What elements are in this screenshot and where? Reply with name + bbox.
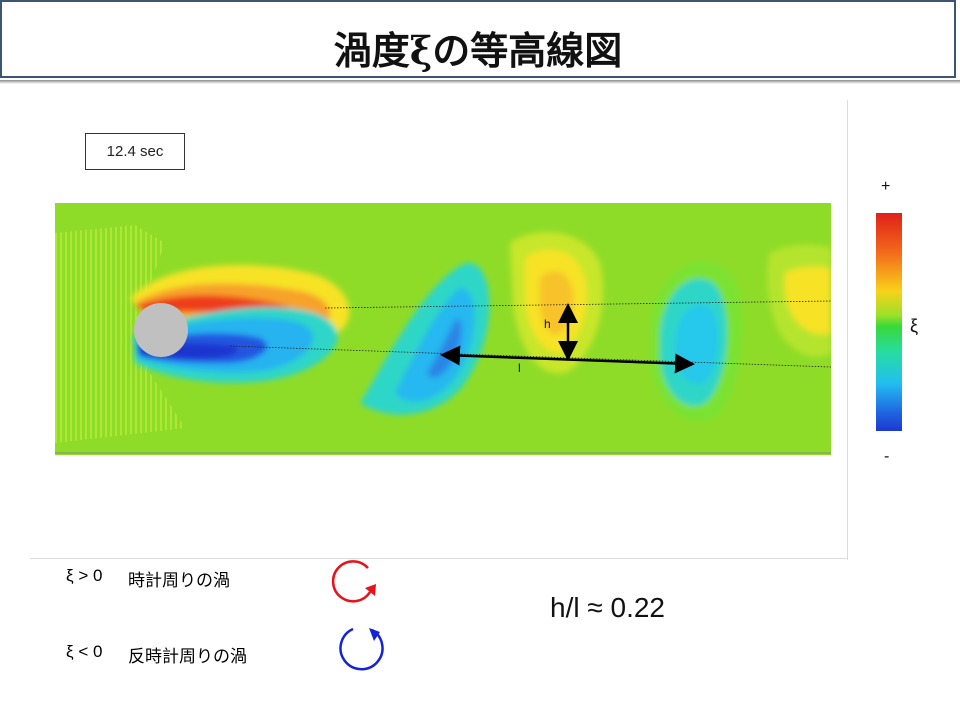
title-banner: 渦度ξの等高線図 xyxy=(0,0,956,78)
cylinder-obstacle xyxy=(134,303,188,357)
slide-frame-right xyxy=(847,100,848,560)
legend-positive-desc: 時計周りの渦 xyxy=(128,571,230,590)
legend-negative-desc: 反時計周りの渦 xyxy=(128,647,247,666)
colorbar-plus-label: + xyxy=(881,178,891,195)
legend-positive-condition: ξ > 0 xyxy=(66,566,103,585)
legend-negative-condition: ξ < 0 xyxy=(66,642,103,661)
colorbar xyxy=(876,213,902,431)
slide-frame-bottom xyxy=(30,558,848,559)
page-title: 渦度ξの等高線図 xyxy=(333,28,623,73)
clockwise-arrowhead-icon xyxy=(365,584,376,596)
colorbar-minus-label: - xyxy=(884,448,890,465)
ratio-label: h/l ≈ 0.22 xyxy=(550,592,665,623)
vorticity-contour-plot xyxy=(55,203,831,455)
title-shadow xyxy=(0,80,960,84)
l-label: l xyxy=(518,361,521,375)
colorbar-xi-label: ξ xyxy=(910,316,919,336)
clockwise-vortex-icon xyxy=(331,560,372,603)
upper-vortex-line xyxy=(324,300,831,309)
time-label: 12.4 sec xyxy=(85,133,185,170)
l-arrow xyxy=(440,345,695,374)
counterclockwise-arrowhead-icon xyxy=(369,628,380,641)
h-label: h xyxy=(544,317,551,331)
counterclockwise-vortex-icon xyxy=(339,627,384,671)
